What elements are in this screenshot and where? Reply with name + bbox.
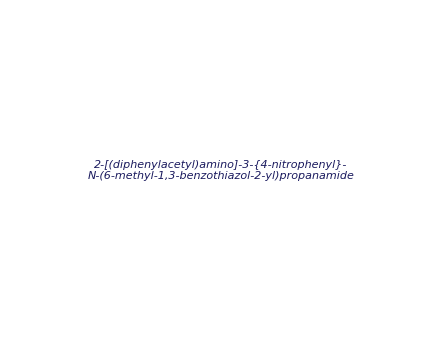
Text: 2-[(diphenylacetyl)amino]-3-{4-nitrophenyl}-
N-(6-methyl-1,3-benzothiazol-2-yl)p: 2-[(diphenylacetyl)amino]-3-{4-nitrophen…: [88, 160, 354, 181]
